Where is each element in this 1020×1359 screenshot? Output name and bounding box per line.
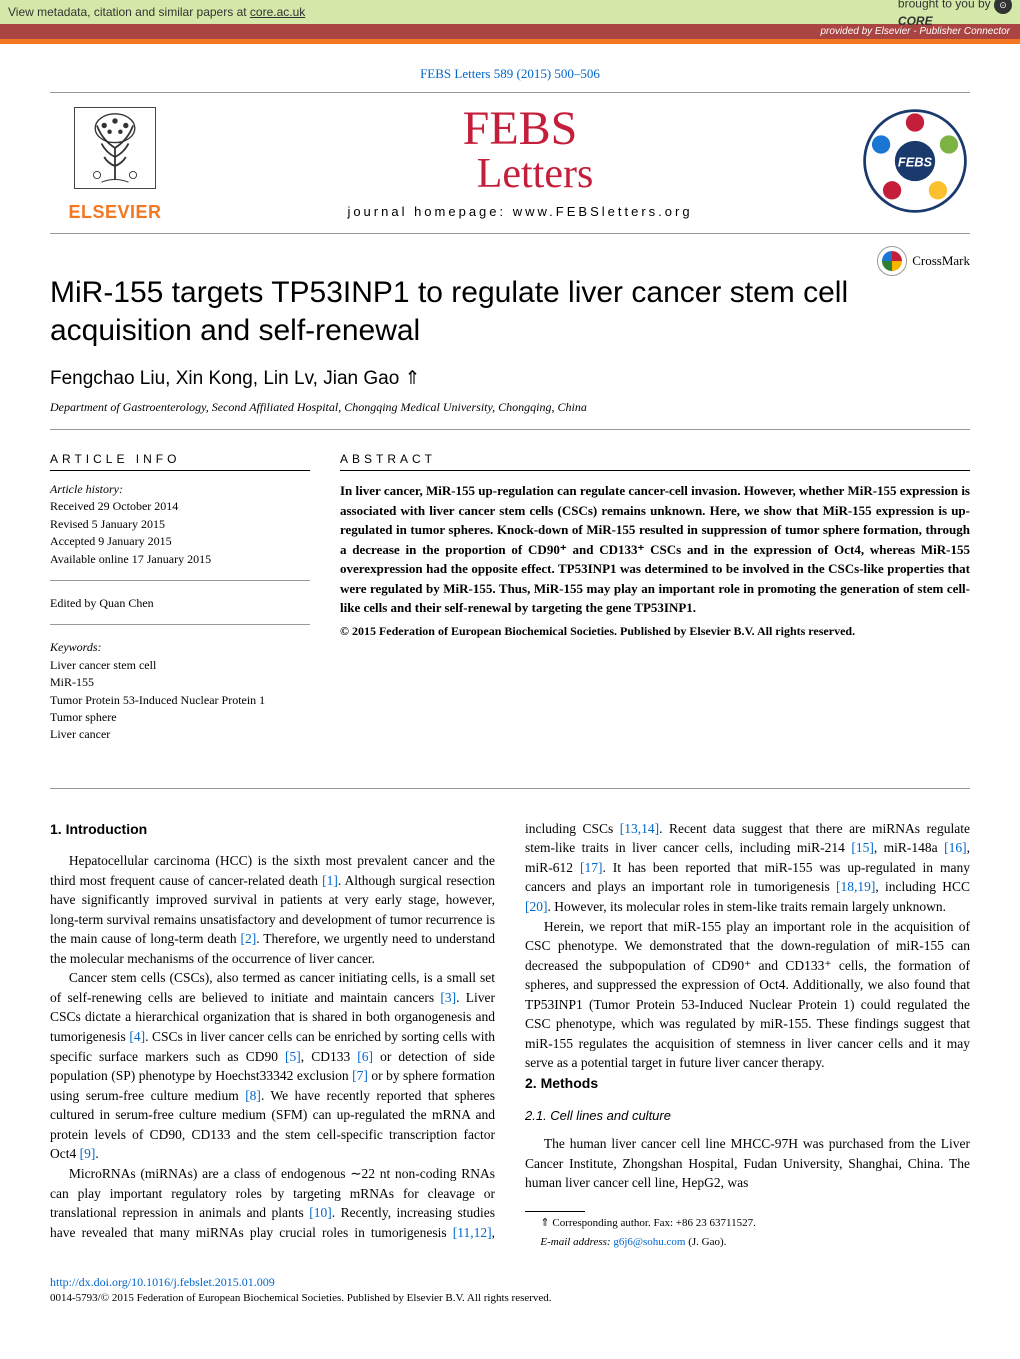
- ref-link[interactable]: [15]: [851, 840, 874, 855]
- keywords: Keywords: Liver cancer stem cell MiR-155…: [50, 639, 310, 755]
- abstract-heading: abstract: [340, 452, 970, 471]
- article-info-heading: article info: [50, 452, 310, 471]
- doi-link[interactable]: http://dx.doi.org/10.1016/j.febslet.2015…: [50, 1275, 275, 1289]
- ref-link[interactable]: [3]: [440, 990, 456, 1005]
- copyright-line: 0014-5793/© 2015 Federation of European …: [50, 1292, 970, 1304]
- homepage-line: journal homepage: www.FEBSletters.org: [347, 204, 692, 219]
- elsevier-name: ELSEVIER: [50, 202, 180, 223]
- ref-link[interactable]: [13,14]: [620, 821, 659, 836]
- corresponding-author-footnote: ⇑ Corresponding author. Fax: +86 23 6371…: [525, 1216, 970, 1231]
- article-info-column: article info Article history: Received 2…: [50, 452, 310, 770]
- article-title: MiR-155 targets TP53INP1 to regulate liv…: [50, 274, 970, 349]
- abstract-copyright: © 2015 Federation of European Biochemica…: [340, 624, 970, 639]
- authors: Fengchao Liu, Xin Kong, Lin Lv, Jian Gao…: [50, 367, 970, 390]
- febs-circle-logo: FEBS: [860, 106, 970, 221]
- svg-text:FEBS: FEBS: [898, 154, 933, 169]
- abstract-text: In liver cancer, MiR-155 up-regulation c…: [340, 481, 970, 618]
- ref-link[interactable]: [11,12]: [453, 1225, 492, 1240]
- ref-link[interactable]: [5]: [285, 1049, 301, 1064]
- crossmark-badge[interactable]: CrossMark: [877, 246, 970, 276]
- abstract-column: abstract In liver cancer, MiR-155 up-reg…: [340, 452, 970, 770]
- ref-link[interactable]: [16]: [944, 840, 967, 855]
- ref-link[interactable]: [18,19]: [836, 879, 875, 894]
- core-link[interactable]: core.ac.uk: [250, 5, 305, 19]
- edited-by: Edited by Quan Chen: [50, 595, 310, 625]
- brought-by: brought to you by ⊙ CORE: [898, 0, 1012, 28]
- article-history: Article history: Received 29 October 201…: [50, 481, 310, 581]
- journal-header: ELSEVIER FEBSLetters journal homepage: w…: [50, 92, 970, 234]
- journal-reference: FEBS Letters 589 (2015) 500–506: [50, 58, 970, 92]
- elsevier-logo: ELSEVIER: [50, 103, 180, 223]
- core-logo-icon: ⊙: [994, 0, 1012, 14]
- ref-link[interactable]: [8]: [245, 1088, 261, 1103]
- ref-link[interactable]: [4]: [129, 1029, 145, 1044]
- crossmark-icon: [877, 246, 907, 276]
- footnote-separator: [525, 1211, 585, 1212]
- ref-link[interactable]: [10]: [309, 1205, 332, 1220]
- section-1-heading: 1. Introduction: [50, 819, 495, 839]
- ref-link[interactable]: [9]: [80, 1146, 96, 1161]
- metadata-text: View metadata, citation and similar pape…: [8, 5, 305, 19]
- section-2-1-heading: 2.1. Cell lines and culture: [525, 1107, 970, 1126]
- section-2-heading: 2. Methods: [525, 1073, 970, 1093]
- affiliation: Department of Gastroenterology, Second A…: [50, 400, 970, 430]
- febs-letters-logo: FEBSLetters journal homepage: www.FEBSle…: [347, 107, 692, 219]
- provider-bar: provided by Elsevier - Publisher Connect…: [0, 24, 1020, 39]
- doi-line: http://dx.doi.org/10.1016/j.febslet.2015…: [50, 1275, 970, 1290]
- ref-link[interactable]: [20]: [525, 899, 548, 914]
- ref-link[interactable]: [1]: [322, 873, 338, 888]
- ref-link[interactable]: [2]: [241, 931, 257, 946]
- elsevier-tree-icon: [70, 103, 160, 193]
- ref-link[interactable]: [6]: [357, 1049, 373, 1064]
- metadata-banner: View metadata, citation and similar pape…: [0, 0, 1020, 24]
- journal-ref-link[interactable]: FEBS Letters 589 (2015) 500–506: [420, 66, 600, 81]
- email-link[interactable]: g6j6@sohu.com: [613, 1236, 685, 1248]
- ref-link[interactable]: [17]: [580, 860, 603, 875]
- body-text: 1. Introduction Hepatocellular carcinoma…: [50, 819, 970, 1251]
- email-footnote: E-mail address: g6j6@sohu.com (J. Gao).: [525, 1235, 970, 1250]
- ref-link[interactable]: [7]: [352, 1068, 368, 1083]
